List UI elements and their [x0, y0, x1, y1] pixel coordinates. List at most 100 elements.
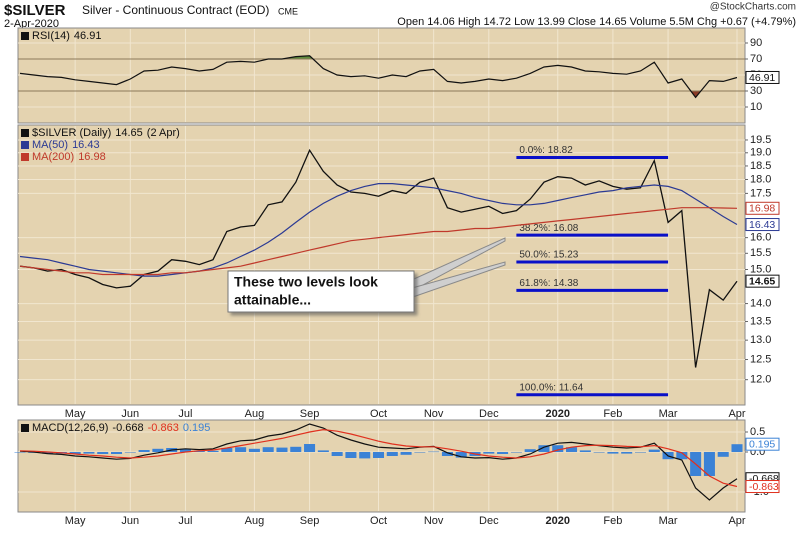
y-tick-label: 18.5	[750, 160, 771, 172]
histogram-bar	[276, 447, 288, 452]
legend-value: -0.668	[112, 422, 143, 434]
histogram-bar	[552, 445, 564, 452]
histogram-bar	[248, 448, 260, 452]
legend-entry: MA(50) 16.43	[32, 139, 100, 151]
legend-swatch	[21, 129, 29, 137]
x-tick-label: Nov	[424, 408, 444, 420]
retracement-label: 0.0%: 18.82	[519, 145, 573, 156]
histogram-bar	[703, 452, 715, 476]
legend-swatch	[21, 32, 29, 40]
value-box-label: -0.863	[749, 481, 779, 493]
legend-entry: MACD(12,26,9) -0.668 -0.863 0.195	[32, 422, 210, 434]
instrument-name: Silver - Continuous Contract (EOD)	[82, 3, 269, 17]
plot-layer: 103050709046.91RSI(14)46.9112.012.513.01…	[14, 27, 780, 527]
legend-value: 16.98	[78, 151, 106, 163]
legend-value: 16.43	[72, 139, 100, 151]
x-tick-label: 2020	[546, 408, 570, 420]
annotation-text: attainable...	[234, 292, 311, 308]
legend-name: RSI(14)	[32, 30, 70, 42]
legend-name: MA(50)	[32, 139, 68, 151]
y-tick-label: 18.0	[750, 173, 771, 185]
quote: Open 14.06 High 14.72 Low 13.99 Close 14…	[397, 16, 796, 28]
panel	[17, 419, 746, 513]
histogram-bar	[510, 452, 522, 453]
histogram-bar	[731, 444, 743, 452]
x-tick-label: Mar	[659, 515, 678, 527]
y-tick-label: 17.5	[750, 187, 771, 199]
y-tick-label: 90	[750, 37, 762, 49]
legend-entry: $SILVER (Daily) 14.65 (2 Apr)	[32, 127, 180, 139]
x-tick-label: Feb	[603, 515, 622, 527]
series-line	[19, 183, 738, 277]
histogram-bar	[97, 452, 109, 454]
legend-entry: MA(200) 16.98	[32, 151, 106, 163]
histogram-bar	[621, 452, 633, 454]
histogram-bar	[717, 452, 729, 457]
histogram-bar	[111, 452, 123, 454]
x-tick-label: Feb	[603, 408, 622, 420]
histogram-bar	[304, 444, 316, 452]
histogram-bar	[634, 452, 646, 453]
retracement-label: 38.2%: 16.08	[519, 223, 578, 234]
series-line	[19, 207, 738, 276]
y-tick-label: 70	[750, 53, 762, 65]
x-tick-label: Dec	[479, 515, 499, 527]
retracement-label: 100.0%: 11.64	[519, 382, 583, 393]
x-tick-label: Oct	[370, 408, 387, 420]
quote-date: 2-Apr-2020	[4, 18, 59, 30]
series-line	[19, 55, 738, 99]
histogram-bar	[372, 452, 385, 458]
y-tick-label: 15.0	[750, 263, 771, 275]
histogram-bar	[483, 452, 495, 454]
x-tick-label: Nov	[424, 515, 444, 527]
histogram-bar	[14, 452, 26, 453]
legend-value: 46.91	[74, 30, 102, 42]
y-tick-label: 13.0	[750, 334, 771, 346]
exchange: CME	[278, 6, 298, 16]
watermark: @StockCharts.com	[710, 2, 796, 13]
histogram-bar	[290, 446, 302, 452]
annotation: These two levels look attainable...	[227, 237, 506, 313]
annotation-text: These two levels look	[234, 274, 378, 290]
x-tick-label: Apr	[728, 515, 745, 527]
histogram-bar	[579, 450, 591, 452]
x-tick-label: Jun	[121, 515, 139, 527]
y-tick-label: 10	[750, 101, 762, 113]
value-box-label: 16.98	[749, 203, 775, 215]
histogram-bar	[538, 445, 550, 452]
y-tick-label: 19.0	[750, 147, 771, 159]
histogram-bar	[386, 452, 398, 456]
panel	[17, 124, 746, 406]
value-box	[745, 218, 780, 232]
legend-value: 0.195	[183, 422, 211, 434]
legend-name: $SILVER (Daily)	[32, 127, 111, 139]
legend-swatch	[21, 141, 29, 149]
histogram-bar	[593, 452, 605, 453]
histogram-bar	[83, 452, 95, 454]
y-tick-label: 12.0	[750, 374, 771, 386]
histogram-bar	[221, 448, 233, 452]
histogram-bar	[524, 449, 536, 452]
y-tick-label: 15.5	[750, 247, 771, 259]
value-box-label: 16.43	[749, 219, 775, 231]
legend-entry: RSI(14) 46.91	[32, 30, 101, 42]
histogram-bar	[648, 449, 660, 452]
x-tick-label: Jun	[121, 408, 139, 420]
x-tick-label: Jul	[178, 515, 192, 527]
histogram-bar	[179, 448, 191, 452]
x-tick-label: 2020	[546, 515, 570, 527]
histogram-bar	[455, 452, 467, 458]
value-box	[745, 201, 780, 215]
histogram-bar	[428, 451, 440, 453]
symbol: $SILVER	[4, 2, 66, 19]
histogram-bar	[235, 447, 247, 452]
histogram-bar	[497, 452, 509, 454]
value-box	[745, 70, 780, 84]
series-line	[19, 148, 738, 368]
histogram-bar	[317, 450, 329, 452]
x-tick-label: May	[65, 408, 86, 420]
x-tick-label: Dec	[479, 408, 499, 420]
legend-value: -0.863	[148, 422, 179, 434]
x-tick-label: Oct	[370, 515, 387, 527]
x-tick-label: Aug	[245, 408, 265, 420]
